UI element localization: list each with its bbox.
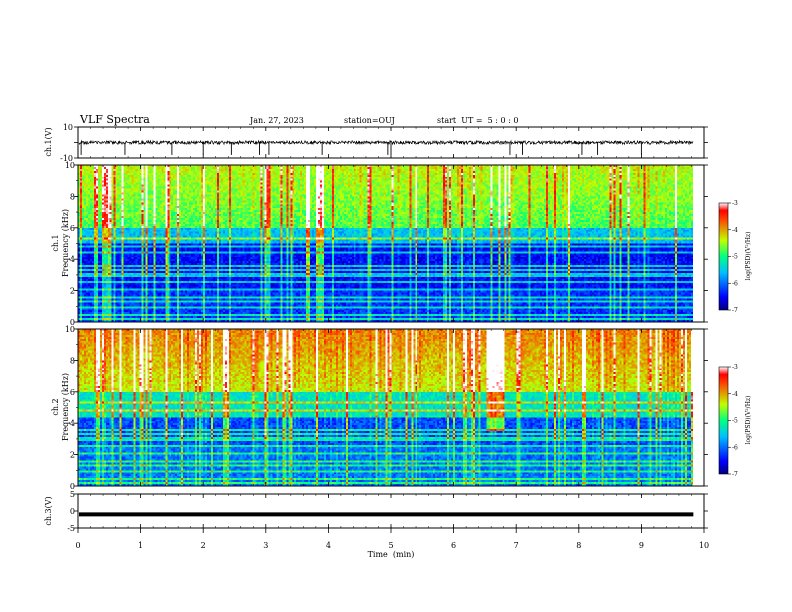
time-axis: 0 1 2 3 4 5 6 7 8 9 10 — [75, 127, 709, 550]
ch1-noise-line — [78, 139, 694, 146]
ch1-spectrogram-image — [78, 165, 693, 322]
ytick-label: 10 — [65, 325, 75, 334]
ytick-label: 6 — [70, 224, 75, 233]
xtick-label: 9 — [639, 541, 644, 550]
ytick-label: 10 — [65, 161, 75, 170]
ytick-label: 0 — [70, 507, 75, 516]
figure-title: VLF Spectra — [79, 113, 150, 126]
spectrogram-raster — [78, 165, 693, 322]
colorbar-tick-label: -4 — [732, 227, 738, 234]
ytick-label: 8 — [70, 356, 75, 365]
ytick-label: 0 — [70, 482, 75, 491]
ytick-label: 4 — [70, 419, 75, 428]
xtick-label: 10 — [699, 541, 709, 550]
xtick-label: 2 — [201, 541, 206, 550]
ytick-label: 6 — [70, 388, 75, 397]
ch1-ylabel: ch.1(V) — [44, 127, 53, 156]
ytick-label: 2 — [70, 451, 75, 460]
xtick-label: 0 — [75, 541, 80, 550]
xtick-label: 1 — [138, 541, 143, 550]
station-label: station=OUJ — [344, 116, 395, 125]
ch1-colorbar-label: log(PSD)(V²/Hz) — [745, 232, 752, 281]
ch1-colorbar — [718, 202, 729, 311]
xtick-label: 8 — [576, 541, 581, 550]
date-label: Jan. 27, 2023 — [249, 116, 304, 125]
colorbar-tick-label: -3 — [732, 364, 738, 371]
ch3-ylabel: ch.3(V) — [44, 496, 53, 525]
ytick-label: 8 — [70, 192, 75, 201]
ch1-spectrogram-panel: 0 2 4 6 8 10 ch.1Frequency (kHz) -3 -4 -5 -6 -7 l… — [51, 161, 752, 327]
ch3-waveform-frame — [77, 493, 705, 529]
xtick-label: 7 — [514, 541, 519, 550]
xtick-label: 3 — [263, 541, 268, 550]
ch2-spectrogram-ylabel: ch.2Frequency (kHz) — [51, 373, 70, 441]
ch1-spectrogram-ylabel: ch.1Frequency (kHz) — [51, 209, 70, 277]
start-time-label: start UT = 5 : 0 : 0 — [437, 116, 518, 125]
ch2-colorbar-label: log(PSD)(V²/Hz) — [745, 396, 752, 445]
colorbar-tick-label: -3 — [732, 200, 738, 207]
colorbar-tick-label: -5 — [732, 254, 738, 261]
ch1-waveform-panel: 10 -10 ch.1(V) — [44, 123, 708, 163]
ytick-label: 4 — [70, 255, 75, 264]
ytick-label: 0 — [70, 318, 75, 327]
colorbar-tick-label: -7 — [732, 307, 738, 314]
colorbar-tick-label: -7 — [732, 471, 738, 478]
ytick-label: -5 — [67, 524, 75, 533]
colorbar-tick-label: -6 — [732, 444, 738, 451]
spectrogram-raster — [78, 329, 693, 486]
xtick-label: 5 — [388, 541, 393, 550]
colorbar-tick-label: -4 — [732, 391, 738, 398]
ch1-ytick-top: 10 — [63, 123, 73, 132]
xtick-label: 4 — [326, 541, 331, 550]
ch2-spectrogram-image — [78, 329, 693, 486]
ch1-ytick-bottom: -10 — [60, 154, 73, 163]
ch3-waveform-panel: 5 0 -5 ch.3(V) — [44, 490, 708, 533]
time-axis-label: Time (min) — [368, 550, 415, 559]
colorbar-tick-label: -5 — [732, 418, 738, 425]
ch2-spectrogram-panel: 0 2 4 6 8 10 ch.2Frequency (kHz) -3 -4 -5 -6 -7 l… — [51, 325, 752, 491]
ch2-colorbar — [718, 366, 729, 475]
ch1-waveform-trace — [74, 126, 708, 159]
ytick-label: 5 — [70, 490, 75, 499]
colorbar-tick-label: -6 — [732, 280, 738, 287]
xtick-label: 6 — [451, 541, 456, 550]
ytick-label: 2 — [70, 287, 75, 296]
